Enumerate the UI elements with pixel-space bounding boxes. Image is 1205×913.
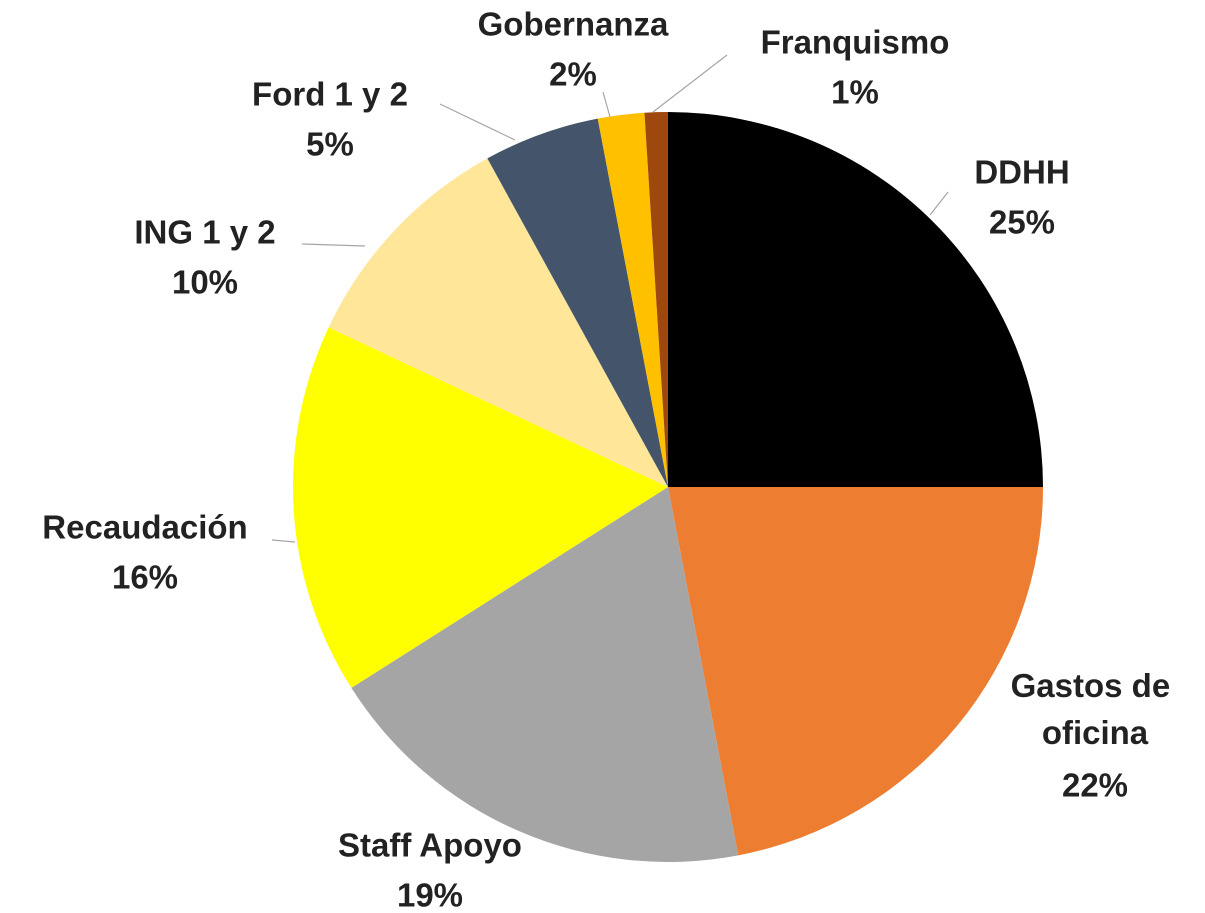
pie-slice — [668, 112, 1043, 487]
pie-slice — [668, 487, 1043, 856]
value-label: 5% — [306, 126, 354, 163]
label-line: Gastos de — [1011, 667, 1180, 704]
leader-line — [439, 103, 516, 141]
label-line: oficina — [1042, 714, 1149, 751]
value-label: 22% — [1062, 767, 1128, 804]
slice-label: Franquismo — [761, 24, 950, 61]
slice-label: ING 1 y 2 — [134, 214, 275, 251]
leader-line — [652, 54, 728, 113]
value-label: 25% — [989, 204, 1055, 241]
pie-slice — [328, 158, 668, 487]
slice-label: Recaudación — [42, 509, 247, 546]
slice-label: Staff Apoyo — [338, 827, 522, 864]
pie-slice — [597, 112, 668, 487]
value-label: 19% — [397, 877, 463, 913]
leader-line — [301, 243, 366, 247]
slice-label: Gobernanza — [478, 6, 669, 43]
pie-slice — [487, 118, 668, 488]
value-label: 16% — [112, 559, 178, 596]
value-label: 1% — [831, 74, 879, 111]
pie-slice — [292, 327, 668, 688]
pie-slice — [351, 487, 739, 862]
leader-line — [271, 539, 296, 543]
value-label: 2% — [549, 56, 597, 93]
slice-label: Gastos de oficina — [1011, 667, 1180, 751]
pie-slice — [644, 112, 668, 487]
value-label: 10% — [172, 264, 238, 301]
leader-line — [929, 191, 949, 216]
slice-label: Ford 1 y 2 — [252, 76, 408, 113]
leader-line — [602, 91, 611, 118]
slice-label: DDHH — [974, 154, 1069, 191]
